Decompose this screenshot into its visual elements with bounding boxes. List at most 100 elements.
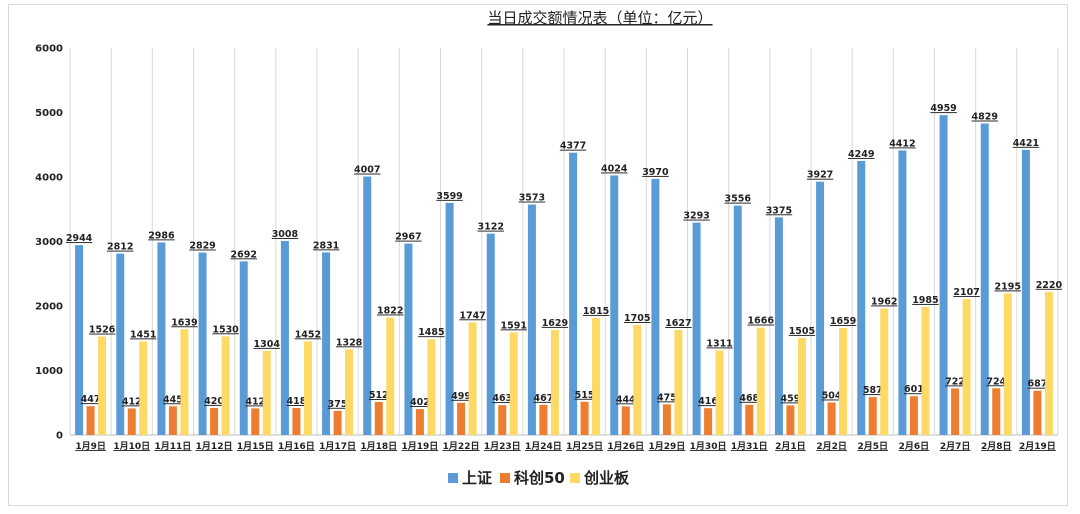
- data-label: 3573: [519, 193, 545, 204]
- bar: [251, 408, 260, 435]
- data-label: 1659: [830, 316, 856, 327]
- bar: [539, 404, 548, 435]
- bar: [333, 410, 342, 435]
- bar: [745, 404, 754, 435]
- bar: [468, 322, 477, 435]
- legend-label: 上证: [462, 469, 492, 487]
- legend-swatch: [570, 473, 580, 483]
- bar: [921, 306, 930, 435]
- bar: [457, 402, 466, 435]
- data-label: 3122: [478, 222, 504, 233]
- data-label: 1328: [336, 337, 363, 348]
- bar: [909, 396, 918, 435]
- data-label: 475: [657, 392, 677, 403]
- bar: [98, 336, 107, 435]
- data-label: 418: [286, 396, 306, 407]
- bar: [180, 329, 189, 435]
- bar: [621, 406, 630, 435]
- data-label: 1627: [665, 318, 691, 329]
- bar: [168, 406, 177, 435]
- data-label: 2812: [107, 242, 133, 253]
- x-tick-label: 1月31日: [731, 441, 768, 452]
- data-label: 2967: [395, 232, 421, 243]
- bar: [404, 243, 413, 435]
- data-label: 468: [739, 393, 759, 404]
- bar: [1021, 149, 1030, 435]
- data-label: 1452: [295, 329, 321, 340]
- data-label: 1705: [624, 313, 650, 324]
- data-label: 512: [369, 390, 389, 401]
- bar: [127, 408, 136, 435]
- bar: [610, 175, 619, 435]
- bar: [816, 181, 825, 435]
- data-label: 375: [328, 399, 348, 410]
- data-label: 1985: [912, 295, 938, 306]
- x-tick-label: 1月29日: [649, 441, 686, 452]
- bar: [345, 349, 354, 435]
- bar: [1033, 390, 1042, 435]
- data-label: 3599: [436, 191, 462, 202]
- bar: [662, 404, 671, 435]
- data-label: 1747: [459, 310, 485, 321]
- data-label: 3556: [725, 194, 752, 205]
- bar: [774, 217, 783, 435]
- bar: [498, 405, 507, 435]
- bar: [292, 408, 301, 435]
- bar: [580, 401, 589, 435]
- bar: [733, 205, 742, 435]
- data-label: 2944: [66, 233, 93, 244]
- bar: [322, 252, 331, 435]
- data-label: 722: [945, 376, 965, 387]
- x-tick-label: 1月15日: [237, 441, 274, 452]
- bar: [280, 240, 289, 435]
- x-tick-label: 1月9日: [75, 441, 106, 452]
- bar: [221, 336, 230, 435]
- data-label: 601: [904, 384, 924, 395]
- bar: [157, 242, 166, 435]
- data-label: 3008: [272, 229, 299, 240]
- x-tick-label: 1月16日: [278, 441, 315, 452]
- bar: [363, 176, 372, 435]
- data-label: 2107: [953, 287, 979, 298]
- bar: [857, 160, 866, 435]
- x-tick-label: 1月23日: [484, 441, 521, 452]
- data-label: 1304: [254, 339, 281, 350]
- bar: [509, 332, 518, 435]
- bar: [980, 123, 989, 435]
- bar: [75, 245, 84, 435]
- data-label: 2986: [148, 230, 175, 241]
- bar: [898, 150, 907, 435]
- bar: [1044, 291, 1053, 435]
- x-tick-label: 1月26日: [607, 441, 644, 452]
- data-label: 463: [492, 393, 512, 404]
- bar: [198, 252, 207, 435]
- bar: [786, 405, 795, 435]
- data-label: 1639: [171, 317, 197, 328]
- data-label: 1815: [583, 306, 609, 317]
- bar: [527, 204, 536, 435]
- data-label: 4421: [1013, 138, 1039, 149]
- bar: [651, 178, 660, 435]
- y-tick-label: 6000: [35, 44, 63, 55]
- bar: [839, 327, 848, 435]
- bar: [239, 261, 248, 435]
- x-tick-label: 1月12日: [196, 441, 233, 452]
- bar: [880, 308, 889, 435]
- data-label: 1485: [418, 327, 444, 338]
- y-tick-label: 1000: [35, 366, 63, 377]
- data-label: 412: [122, 396, 142, 407]
- data-label: 467: [533, 393, 553, 404]
- legend: 上证 科创50 创业板: [448, 469, 630, 487]
- data-label: 515: [575, 390, 595, 401]
- data-label: 2692: [231, 249, 257, 260]
- data-label: 499: [451, 391, 471, 402]
- x-tick-label: 2月7日: [940, 441, 971, 452]
- bar: [303, 341, 312, 435]
- y-tick-label: 0: [56, 431, 63, 442]
- data-label: 1591: [501, 320, 527, 331]
- bar: [262, 350, 271, 435]
- data-label: 420: [204, 396, 224, 407]
- data-label: 587: [863, 385, 883, 396]
- data-label: 1530: [212, 324, 239, 335]
